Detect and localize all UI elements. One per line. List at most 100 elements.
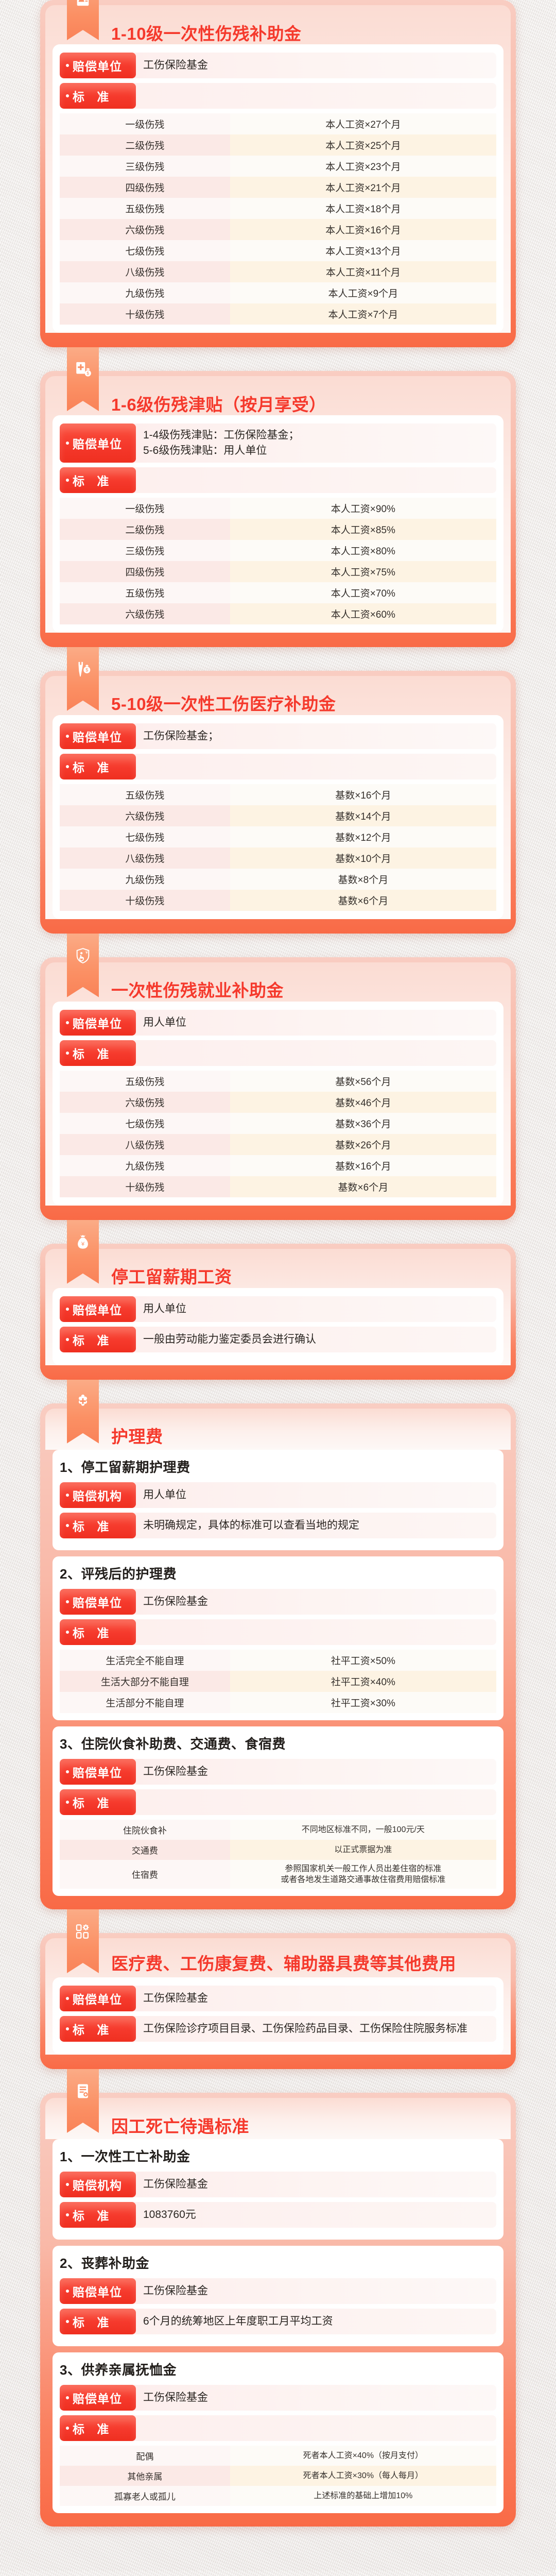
label-compensation-unit: 赔偿单位 [60,1588,136,1615]
death-document-icon [67,2069,99,2133]
svg-text:$: $ [86,370,89,376]
row-standard: 标 准 [60,1619,496,1645]
value-standard [136,754,496,779]
table-cell-key: 生活大部分不能自理 [60,1670,230,1692]
value-standard: 一般由劳动能力鉴定委员会进行确认 [143,1333,316,1345]
table-row: 一级伤残 本人工资×27个月 [60,113,496,134]
table-cell-key: 三级伤残 [60,539,230,561]
row-standard: 标 准 [60,1789,496,1815]
bullet-dot-icon [66,2426,69,2430]
table-row: 六级伤残 本人工资×60% [60,603,496,624]
table-cell-value: 基数×8个月 [230,868,496,890]
table-cell-value: 本人工资×70% [230,582,496,603]
table-cell-value: 死者本人工资×30%（每人每月） [230,2465,496,2486]
table-cell-value: 本人工资×18个月 [230,198,496,219]
bullet-dot-icon [66,2396,69,2399]
standard-table: 五级伤残 基数×56个月 六级伤残 基数×46个月 七级伤残 基数×36个月 八级伤残 基数×… [60,1070,496,1197]
table-cell-value: 本人工资×27个月 [230,113,496,134]
label-standard: 标 准 [60,1326,136,1352]
card-header: 5-10级一次性工伤医疗补助金 赔偿单位 工伤保险基金； 标 准 五 [45,675,511,919]
table-cell-key: 八级伤残 [60,1133,230,1155]
row-standard: 标 准 [60,1040,496,1066]
table-cell-value: 本人工资×25个月 [230,134,496,156]
value-compensation-agency: 用人单位 [143,1488,186,1501]
value-compensation-unit: 1-4级伤残津贴：工伤保险基金； 5-6级伤残津贴：用人单位 [143,429,300,456]
label-standard: 标 准 [60,1789,136,1815]
card-one-time-disability-subsidy: 1-10级一次性伤残补助金 赔偿单位 工伤保险基金 标 准 一级伤残 [40,0,516,347]
table-row: 配偶 死者本人工资×40%（按月支付） [60,2445,496,2466]
table-row: 六级伤残 本人工资×16个月 [60,219,496,240]
table-cell-key: 三级伤残 [60,156,230,177]
row-compensation-unit: 赔偿单位 1-4级伤残津贴：工伤保险基金； 5-6级伤残津贴：用人单位 [60,423,496,463]
value-compensation-unit: 工伤保险基金 [143,1992,208,2004]
card-medical-rehab-assistive-fees: 医疗费、工伤康复费、辅助器具费等其他费用 赔偿单位 工伤保险基金 标 准 工伤保… [40,1909,516,2069]
table-cell-key: 交通费 [60,1839,230,1860]
row-compensation-unit: 赔偿单位 工伤保险基金； [60,723,496,749]
table-cell-key: 一级伤残 [60,497,230,519]
value-standard [136,1789,496,1815]
label-standard: 标 准 [60,1619,136,1645]
sub-dependent-pension: 3、供养亲属抚恤金 赔偿单位 工伤保险基金 标 准 配偶 死者本人工资×40%（按… [53,2352,503,2513]
table-cell-value: 基数×16个月 [230,1155,496,1176]
card-header: 护理费 [45,1408,511,1450]
sub-nursing-after-assessment: 2、评残后的护理费 赔偿单位 工伤保险基金 标 准 生活完全不能自理 社平工资×5… [53,1556,503,1720]
label-standard: 标 准 [60,2415,136,2441]
bullet-dot-icon [66,1770,69,1773]
table-row: 七级伤残 基数×12个月 [60,826,496,848]
table-cell-key: 二级伤残 [60,134,230,156]
pill-text: 标 准 [73,2209,114,2223]
pill-text: 标 准 [73,2422,114,2436]
table-row: 九级伤残 基数×8个月 [60,868,496,890]
standard-table: 一级伤残 本人工资×27个月 二级伤残 本人工资×25个月 三级伤残 本人工资×23个月四… [60,113,496,325]
table-cell-value: 不同地区标准不同，一般100元/天 [230,1819,496,1840]
table-cell-key: 十级伤残 [60,889,230,911]
pill-text: 赔偿机构 [73,1489,122,1503]
table-cell-value: 本人工资×75% [230,561,496,582]
sub-section-title: 3、住院伙食补助费、交通费、食宿费 [60,1736,286,1752]
label-standard: 标 准 [60,2201,136,2228]
table-row: 六级伤残 基数×46个月 [60,1091,496,1113]
row-compensation-unit: 赔偿单位 用人单位 [60,1296,496,1322]
row-standard: 标 准 1083760元 [60,2201,496,2228]
sub-funeral-subsidy: 2、丧葬补助金 赔偿单位 工伤保险基金 标 准 6个月的统筹地区上年度职工月平均… [53,2245,503,2346]
value-standard [136,1619,496,1645]
bullet-dot-icon [66,441,69,445]
pill-text: 标 准 [73,1047,114,1061]
table-row: 孤寡老人或孤儿 上述标准的基础上增加10% [60,2485,496,2506]
row-standard: 标 准 6个月的统筹地区上年度职工月平均工资 [60,2308,496,2334]
card-header: 1-10级一次性伤残补助金 赔偿单位 工伤保险基金 标 准 一级伤残 [45,5,511,333]
table-cell-value: 本人工资×16个月 [230,219,496,240]
row-compensation-agency: 赔偿机构 用人单位 [60,1482,496,1508]
page-title: 护理费 [111,1427,163,1447]
svg-text:$: $ [85,667,88,672]
bullet-dot-icon [66,94,69,97]
table-cell-value: 以正式票据为准 [230,1839,496,1860]
shield-wheelchair-icon: ¥ [67,933,99,997]
table-cell-value: 本人工资×21个月 [230,177,496,198]
table-cell-value: 基数×16个月 [230,784,496,805]
card-body: 赔偿单位 1-4级伤残津贴：工伤保险基金； 5-6级伤残津贴：用人单位 标 准 … [53,415,503,633]
table-row: 八级伤残 基数×26个月 [60,1133,496,1155]
table-cell-value: 本人工资×9个月 [230,282,496,303]
grid-gear-icon [67,1909,99,1973]
label-standard: 标 准 [60,2308,136,2334]
row-standard: 标 准 [60,467,496,493]
table-row: 五级伤残 基数×16个月 [60,784,496,805]
crutch-money-icon: $ [67,647,99,711]
money-bag-icon: ¥ [67,1219,99,1284]
table-cell-key: 六级伤残 [60,1091,230,1113]
table-row: 住宿费 参照国家机关一般工作人员出差住宿的标准 或者各地发生道路交通事故住宿费用赔… [60,1859,496,1889]
row-standard: 标 准 [60,83,496,109]
label-compensation-unit: 赔偿单位 [60,1758,136,1785]
bullet-dot-icon [66,1337,69,1341]
table-cell-key: 五级伤残 [60,784,230,805]
value-standard: 1083760元 [143,2208,196,2221]
page-title: 停工留薪期工资 [111,1267,232,1287]
pill-text: 标 准 [73,2315,114,2329]
table-row: 五级伤残 本人工资×18个月 [60,198,496,219]
table-cell-value: 本人工资×60% [230,603,496,624]
bullet-dot-icon [66,1493,69,1497]
page-title: 5-10级一次性工伤医疗补助金 [111,694,336,714]
table-cell-value: 本人工资×80% [230,539,496,561]
bullet-dot-icon [66,2289,69,2293]
